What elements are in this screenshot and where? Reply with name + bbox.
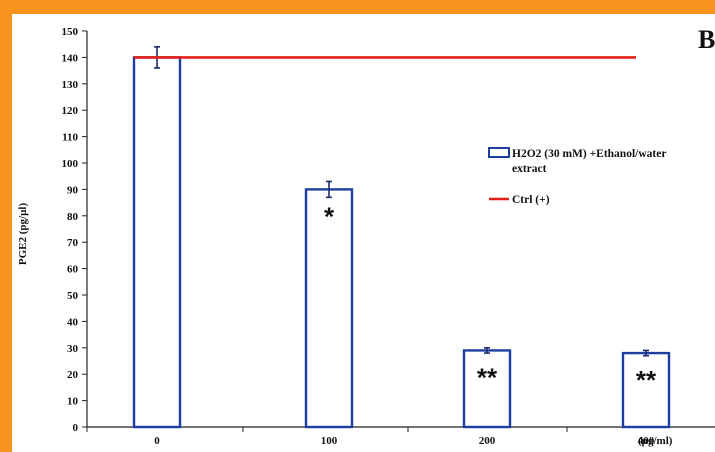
y-tick-label-60: 60 [67,264,79,276]
y-tick-label-20: 20 [67,369,79,381]
y-tick-label-70: 70 [67,237,79,249]
x-axis: 0 100 200 400 [86,426,715,447]
y-tick-label-140: 140 [62,52,79,64]
y-tick-label-90: 90 [67,184,79,196]
y-tick-label-30: 30 [67,343,79,355]
panel-label: B [698,25,715,54]
x-tick-label-100: 100 [321,435,338,447]
legend-line-label: Ctrl (+) [512,194,550,206]
bar-chart: 0 10 20 30 40 50 60 70 80 90 100 110 120 130 140 150 0 1… [17,25,715,447]
y-tick-label-40: 40 [67,316,79,328]
x-tick-label-400: 400 [638,435,655,447]
legend-bar-label-line-1: H2O2 (30 mM) +Ethanol/water [512,148,666,160]
bars: *** ** [132,46,671,429]
legend-bar-label-line-2: extract [512,163,547,175]
y-axis-label: PGE2 (pg/µl) [17,203,29,266]
x-tick-label-0: 0 [154,435,160,447]
y-tick-label-100: 100 [62,158,79,170]
significance-mark-100: * [324,201,335,231]
y-tick-label-120: 120 [62,105,79,117]
x-unit-label: (µg/ml) [638,435,673,447]
y-tick-label-110: 110 [62,132,78,144]
y-axis: 0 10 20 30 40 50 60 70 80 90 100 110 120 130 140 150 [62,26,88,434]
significance-mark-200: ** [477,362,498,392]
y-tick-label-50: 50 [67,290,79,302]
y-tick-label-150: 150 [62,26,79,38]
significance-mark-400: ** [636,365,657,395]
x-tick-label-200: 200 [479,435,496,447]
chart-frame: 0 10 20 30 40 50 60 70 80 90 100 110 120 130 140 150 0 1… [12,14,715,452]
y-tick-label-0: 0 [73,422,79,434]
y-tick-label-80: 80 [67,211,79,223]
y-tick-label-10: 10 [67,396,79,408]
y-tick-label-130: 130 [62,79,79,91]
bar-0 [132,56,182,429]
legend-bar-swatch [488,147,510,158]
legend: H2O2 (30 mM) +Ethanol/water extract Ctrl (… [488,147,666,206]
